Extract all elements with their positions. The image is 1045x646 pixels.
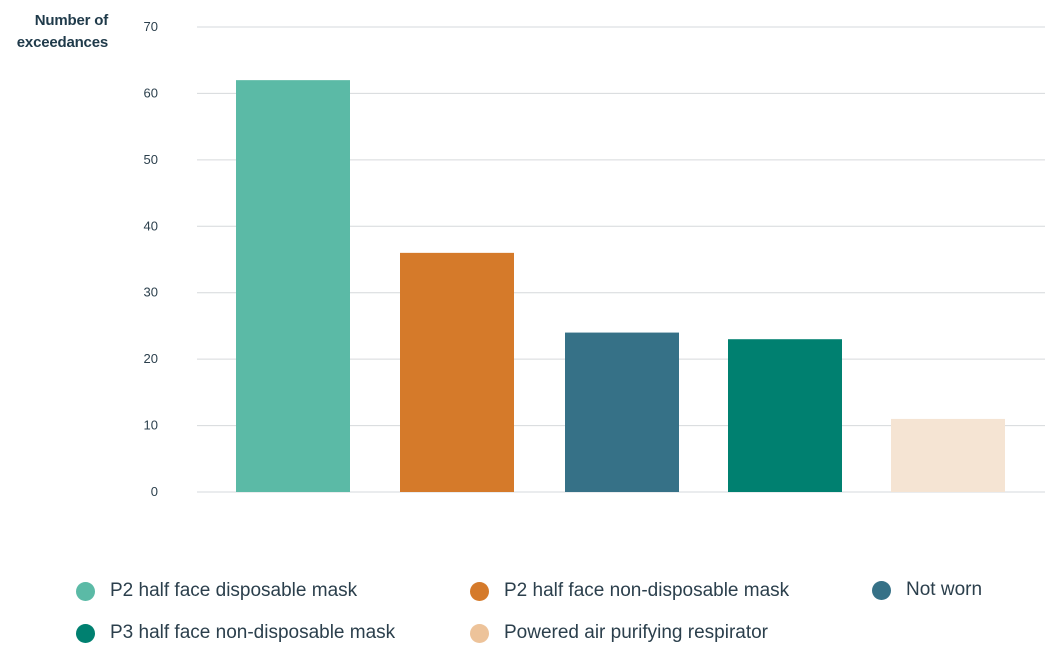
y-tick-label: 10 bbox=[144, 418, 158, 433]
legend-item-p2-non-disposable: P2 half face non-disposable mask bbox=[470, 580, 789, 602]
legend-item-papr: Powered air purifying respirator bbox=[470, 622, 768, 644]
legend-label: Powered air purifying respirator bbox=[504, 622, 769, 643]
y-tick-label: 70 bbox=[144, 19, 158, 34]
legend-label: P2 half face disposable mask bbox=[110, 580, 358, 601]
legend-swatch bbox=[76, 581, 95, 601]
y-tick-label: 60 bbox=[144, 85, 158, 100]
y-tick-label: 0 bbox=[151, 484, 158, 499]
bar bbox=[891, 418, 1005, 492]
bar bbox=[728, 339, 842, 492]
bar bbox=[236, 80, 350, 493]
legend-item-not-worn: Not worn bbox=[872, 579, 982, 601]
legend-item-p2-disposable: P2 half face disposable mask bbox=[76, 580, 357, 602]
bar bbox=[565, 332, 679, 492]
legend-swatch bbox=[470, 581, 489, 601]
legend-swatch bbox=[76, 623, 95, 643]
y-tick-label: 50 bbox=[144, 152, 158, 167]
legend-label: P2 half face non-disposable mask bbox=[504, 580, 790, 601]
bar bbox=[400, 252, 514, 492]
y-tick-label: 20 bbox=[144, 351, 158, 366]
y-axis-label: Number of exceedances bbox=[16, 12, 108, 51]
legend-swatch bbox=[470, 623, 489, 643]
legend-label: P3 half face non-disposable mask bbox=[110, 622, 396, 643]
legend-label: Not worn bbox=[906, 579, 983, 600]
legend-item-p3-non-disposable: P3 half face non-disposable mask bbox=[76, 622, 395, 644]
y-tick-label: 30 bbox=[144, 285, 158, 300]
y-tick-label: 40 bbox=[144, 218, 158, 233]
legend-swatch bbox=[872, 580, 891, 600]
legend: P2 half face disposable mask P2 half fac… bbox=[76, 576, 1036, 646]
